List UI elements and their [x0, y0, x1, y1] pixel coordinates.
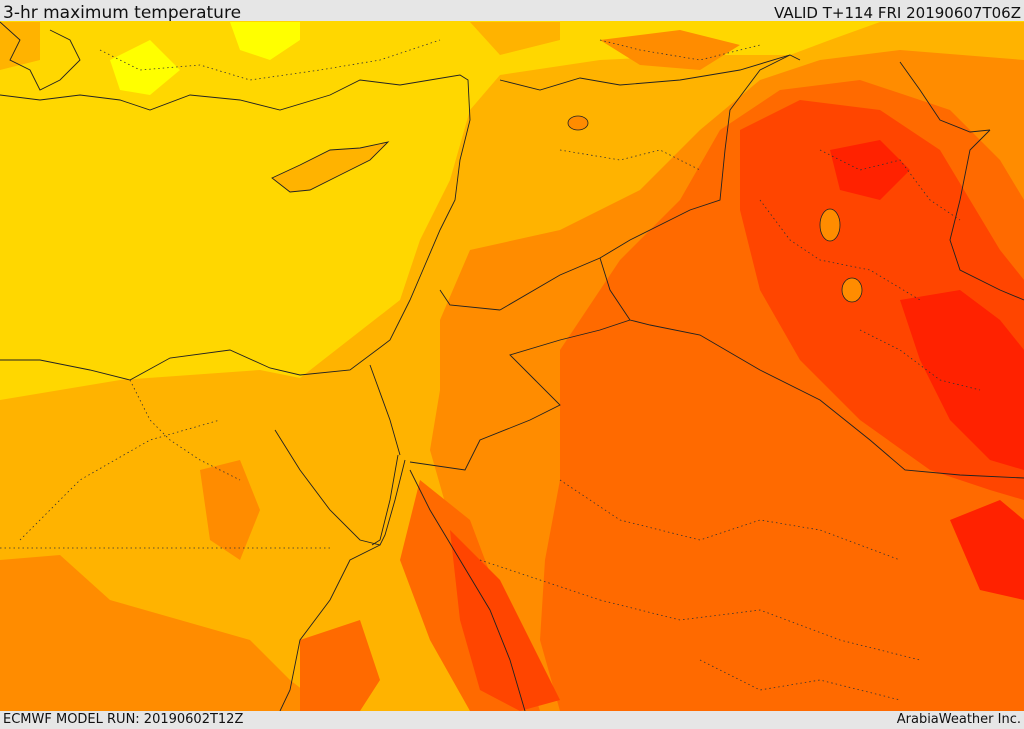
- header-bar: 3-hr maximum temperature VALID T+114 FRI…: [0, 0, 1024, 23]
- valid-time-label: VALID T+114 FRI 20190607T06Z: [774, 4, 1021, 22]
- lakes: [567, 115, 863, 303]
- cyprus-island: [271, 141, 390, 193]
- model-run-label: ECMWF MODEL RUN: 20190602T12Z: [3, 712, 244, 727]
- temperature-map: [0, 21, 1024, 711]
- credit-label: ArabiaWeather Inc.: [896, 712, 1021, 727]
- map-canvas: [0, 21, 1024, 711]
- national-borders: [369, 54, 1024, 479]
- map-title: 3-hr maximum temperature: [3, 3, 242, 23]
- red-hotspots: [830, 140, 1024, 600]
- coastlines: [0, 21, 1024, 711]
- internal-boundaries: [0, 39, 981, 701]
- footer-bar: ECMWF MODEL RUN: 20190602T12Z ArabiaWeat…: [0, 711, 1024, 729]
